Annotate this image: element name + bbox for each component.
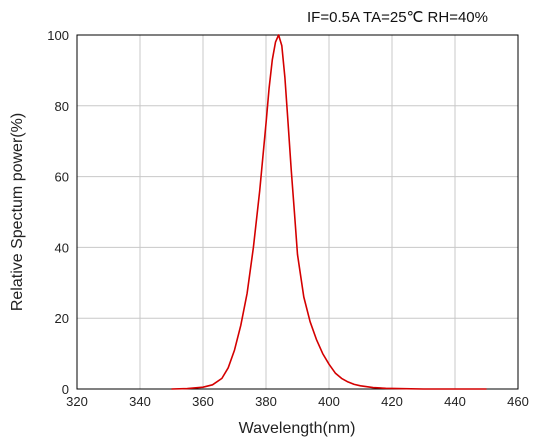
x-tick-label: 340 <box>129 394 151 409</box>
tick-labels: 320 340 360 380 400 420 440 460 0 20 40 60 80 100 <box>47 28 529 409</box>
y-tick-label: 80 <box>55 99 69 114</box>
y-axis-title: Relative Spectum power(%) <box>9 113 26 311</box>
x-tick-label: 400 <box>318 394 340 409</box>
chart-conditions: IF=0.5A TA=25℃ RH=40% <box>307 9 488 26</box>
grid-lines <box>77 35 518 389</box>
x-tick-label: 360 <box>192 394 214 409</box>
spectrum-curve <box>171 34 487 390</box>
x-tick-label: 460 <box>507 394 529 409</box>
plot-frame <box>76 34 519 390</box>
y-tick-label: 0 <box>62 382 69 397</box>
y-tick-label: 20 <box>55 311 69 326</box>
x-axis-title: Wavelength(nm) <box>239 420 356 437</box>
x-tick-label: 320 <box>66 394 88 409</box>
y-tick-label: 40 <box>55 240 69 255</box>
x-tick-label: 420 <box>381 394 403 409</box>
y-tick-label: 60 <box>55 170 69 185</box>
x-tick-label: 440 <box>444 394 466 409</box>
x-tick-label: 380 <box>255 394 277 409</box>
y-tick-label: 100 <box>47 28 69 43</box>
